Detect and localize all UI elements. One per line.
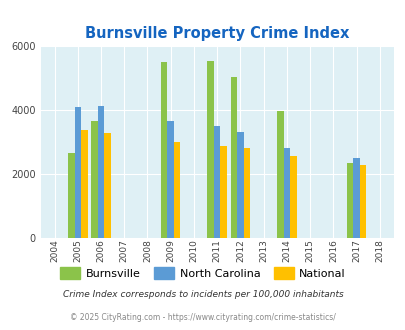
Bar bbox=[283, 148, 290, 238]
Bar bbox=[98, 106, 104, 238]
Bar bbox=[213, 126, 220, 238]
Bar bbox=[290, 156, 296, 238]
Bar bbox=[230, 77, 237, 238]
Bar bbox=[352, 158, 359, 238]
Bar bbox=[174, 142, 180, 238]
Bar bbox=[346, 163, 352, 238]
Legend: Burnsville, North Carolina, National: Burnsville, North Carolina, National bbox=[55, 263, 350, 283]
Bar bbox=[359, 165, 365, 238]
Bar bbox=[75, 107, 81, 238]
Bar bbox=[277, 111, 283, 238]
Title: Burnsville Property Crime Index: Burnsville Property Crime Index bbox=[85, 26, 349, 41]
Bar bbox=[104, 133, 111, 238]
Bar bbox=[220, 146, 226, 238]
Bar bbox=[91, 121, 98, 238]
Text: Crime Index corresponds to incidents per 100,000 inhabitants: Crime Index corresponds to incidents per… bbox=[62, 290, 343, 299]
Bar bbox=[243, 148, 249, 238]
Bar bbox=[68, 153, 75, 238]
Bar bbox=[207, 61, 213, 238]
Text: © 2025 CityRating.com - https://www.cityrating.com/crime-statistics/: © 2025 CityRating.com - https://www.city… bbox=[70, 313, 335, 322]
Bar bbox=[160, 62, 167, 238]
Bar bbox=[81, 130, 87, 238]
Bar bbox=[237, 132, 243, 238]
Bar bbox=[167, 121, 174, 238]
